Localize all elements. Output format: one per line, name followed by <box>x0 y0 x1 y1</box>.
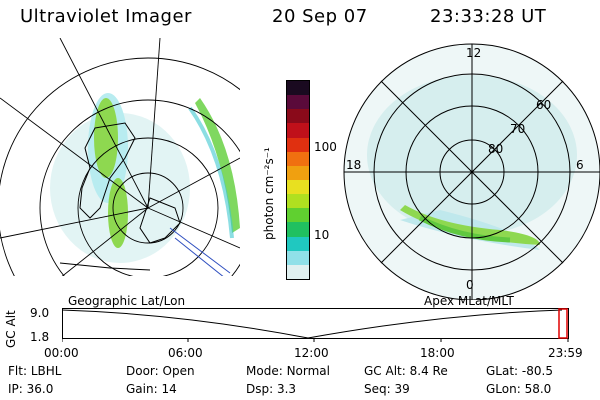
geographic-map <box>0 38 240 276</box>
instrument-title: Ultraviolet Imager <box>20 6 192 27</box>
altitude-plot <box>62 308 569 342</box>
date-label: 20 Sep 07 <box>272 6 368 27</box>
lat-label-70: 70 <box>510 122 526 136</box>
mlt-label-18: 18 <box>346 158 362 172</box>
mlt-label-12: 12 <box>466 46 482 60</box>
xtick-1800: 18:00 <box>420 346 455 360</box>
colorbar-unit-label: photon cm⁻²s⁻¹ <box>262 147 276 240</box>
xtick-0000: 00:00 <box>44 346 79 360</box>
magnetic-label: Apex MLat/MLT <box>424 294 514 308</box>
status-ip: IP: 36.0 <box>8 382 54 396</box>
status-glat: GLat: -80.5 <box>486 364 553 378</box>
status-filter: Flt: LBHL <box>8 364 62 378</box>
altitude-ytick-high: 9.0 <box>30 306 50 320</box>
lat-label-60: 60 <box>536 98 552 112</box>
status-gain: Gain: 14 <box>126 382 177 396</box>
lat-label-80: 80 <box>488 142 504 156</box>
colorbar-tick-10: 10 <box>314 228 330 242</box>
xtick-1200: 12:00 <box>294 346 329 360</box>
status-mode: Mode: Normal <box>246 364 330 378</box>
geographic-label: Geographic Lat/Lon <box>68 294 186 308</box>
colorbar-tick-100: 100 <box>314 140 337 154</box>
mlt-label-6: 6 <box>576 158 584 172</box>
altitude-ytick-low: 1.8 <box>30 330 50 344</box>
status-door: Door: Open <box>126 364 195 378</box>
status-gc-alt: GC Alt: 8.4 Re <box>364 364 448 378</box>
mlt-label-0: 0 <box>466 278 474 292</box>
time-label: 23:33:28 UT <box>430 6 547 27</box>
xtick-0600: 06:00 <box>168 346 203 360</box>
status-glon: GLon: 58.0 <box>486 382 552 396</box>
status-dsp: Dsp: 3.3 <box>246 382 297 396</box>
magnetic-map <box>343 43 600 300</box>
colorbar <box>286 80 310 280</box>
altitude-ylabel: GC Alt <box>4 310 18 348</box>
xtick-2359: 23:59 <box>548 346 583 360</box>
status-seq: Seq: 39 <box>364 382 410 396</box>
